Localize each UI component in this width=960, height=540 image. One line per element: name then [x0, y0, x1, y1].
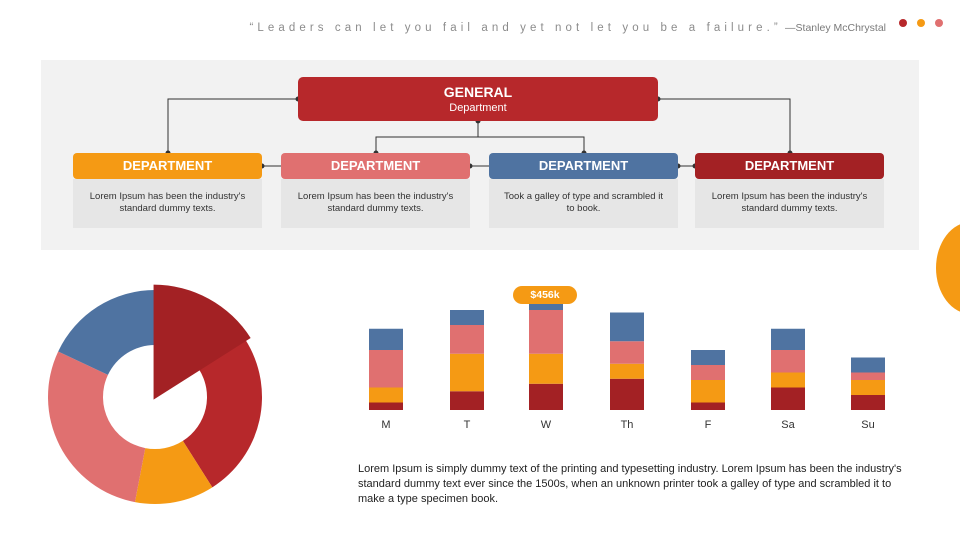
- bar-segment-W-2: [529, 353, 563, 384]
- bar-segment-W-3: [529, 310, 563, 354]
- header-quote: “Leaders can let you fail and yet not le…: [249, 22, 886, 34]
- department-header-4: DEPARTMENT: [695, 153, 884, 179]
- bar-tick-label: F: [704, 419, 712, 431]
- bar-tick-label: Th: [620, 419, 634, 431]
- department-header-2: DEPARTMENT: [281, 153, 470, 179]
- bar-segment-Su-3: [851, 372, 885, 380]
- bar-segment-W-1: [529, 383, 563, 410]
- bar-segment-Th-1: [610, 378, 644, 410]
- bar-annotation-badge: $456k: [513, 286, 577, 304]
- department-header-1: DEPARTMENT: [73, 153, 262, 179]
- header-dot-red: [899, 19, 907, 27]
- bar-segment-Su-4: [851, 357, 885, 373]
- bar-segment-M-4: [369, 328, 403, 350]
- department-desc-1: Lorem Ipsum has been the industry's stan…: [73, 179, 262, 228]
- general-title: GENERAL: [443, 84, 513, 100]
- department-header-3: DEPARTMENT: [489, 153, 678, 179]
- quote-text: “Leaders can let you fail and yet not le…: [249, 22, 782, 34]
- bar-segment-M-2: [369, 387, 403, 403]
- bar-segment-Su-2: [851, 380, 885, 395]
- bar-segment-Th-4: [610, 312, 644, 342]
- bar-tick-label: Su: [861, 419, 875, 431]
- bar-segment-T-4: [450, 310, 484, 325]
- general-department-box: GENERAL Department: [298, 77, 658, 121]
- bar-segment-F-1: [691, 402, 725, 410]
- bar-tick-label: Sa: [781, 419, 795, 431]
- bar-segment-M-1: [369, 402, 403, 410]
- bar-tick-label: W: [540, 419, 552, 431]
- bar-segment-Sa-4: [771, 328, 805, 350]
- bar-segment-Su-1: [851, 395, 885, 410]
- donut-slice-2: [182, 339, 262, 488]
- quote-author: —Stanley McChrystal: [785, 22, 886, 34]
- bar-tick-label: M: [381, 419, 391, 431]
- bar-segment-T-1: [450, 391, 484, 410]
- bar-tick-label: T: [463, 419, 471, 431]
- bar-segment-F-3: [691, 365, 725, 380]
- header-dot-salmon: [935, 19, 943, 27]
- donut-slice-1: [153, 284, 251, 400]
- bar-segment-T-3: [450, 325, 484, 354]
- bar-segment-M-3: [369, 350, 403, 388]
- bar-segment-T-2: [450, 353, 484, 392]
- department-desc-4: Lorem Ipsum has been the industry's stan…: [695, 179, 884, 228]
- bar-segment-Sa-3: [771, 350, 805, 373]
- bar-segment-Sa-1: [771, 387, 805, 410]
- donut-slice-5: [58, 290, 156, 375]
- donut-slice-3: [134, 440, 213, 504]
- header-dot-orange: [917, 19, 925, 27]
- body-paragraph: Lorem Ipsum is simply dummy text of the …: [358, 463, 902, 505]
- bar-segment-F-2: [691, 380, 725, 403]
- bar-segment-Th-3: [610, 341, 644, 364]
- department-desc-2: Lorem Ipsum has been the industry's stan…: [281, 179, 470, 228]
- general-subtitle: Department: [449, 102, 507, 114]
- bar-segment-F-4: [691, 350, 725, 365]
- department-desc-3: Took a galley of type and scrambled it t…: [489, 179, 678, 228]
- bar-segment-Th-2: [610, 363, 644, 379]
- bar-segment-Sa-2: [771, 372, 805, 388]
- donut-slice-4: [48, 351, 146, 503]
